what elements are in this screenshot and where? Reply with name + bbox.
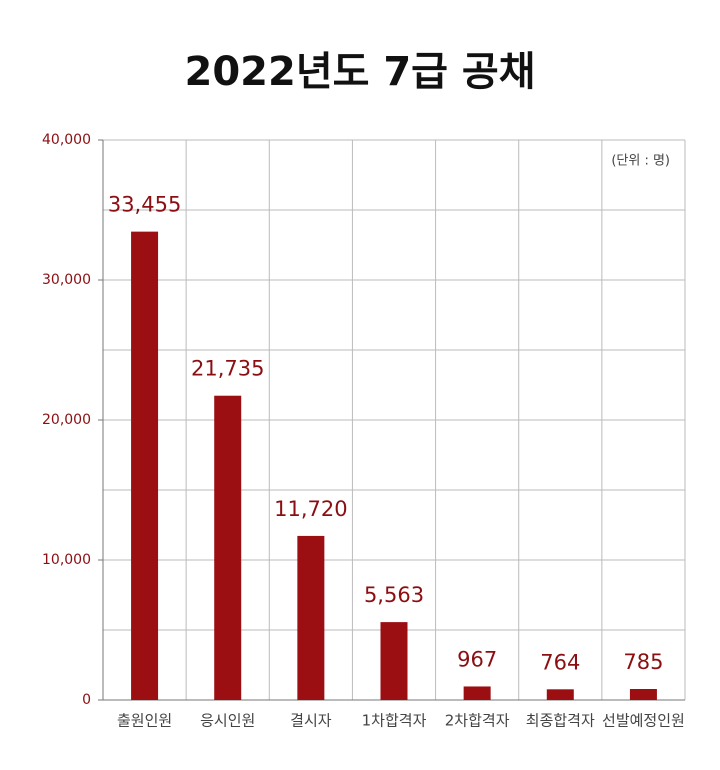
value-label: 11,720 (274, 497, 347, 521)
value-label: 21,735 (191, 357, 264, 381)
value-label: 967 (457, 647, 497, 671)
value-label: 764 (540, 650, 580, 674)
y-tick-label: 30,000 (42, 272, 91, 288)
x-tick-label: 선발예정인원 (602, 712, 685, 730)
x-tick-label: 결시자 (290, 712, 332, 730)
bar (629, 689, 657, 700)
unit-note: (단위 : 명) (611, 154, 670, 169)
x-tick-label: 응시인원 (200, 712, 255, 730)
bar (214, 395, 242, 700)
chart-title: 2022년도 7급 공채 (184, 49, 535, 95)
bar (131, 231, 159, 700)
bar (546, 689, 574, 700)
x-tick-label: 출원인원 (117, 712, 172, 730)
bar (463, 686, 491, 700)
y-tick-label: 0 (82, 692, 91, 708)
bar (380, 622, 408, 700)
value-label: 33,455 (108, 193, 181, 217)
bar (297, 535, 325, 700)
value-label: 785 (623, 650, 663, 674)
x-tick-label: 2차합격자 (445, 712, 510, 730)
y-tick-label: 40,000 (42, 132, 91, 148)
x-tick-label: 최종합격자 (526, 712, 595, 730)
value-label: 5,563 (364, 583, 424, 607)
x-tick-label: 1차합격자 (362, 712, 427, 730)
y-tick-label: 20,000 (42, 412, 91, 428)
y-tick-label: 10,000 (42, 552, 91, 568)
